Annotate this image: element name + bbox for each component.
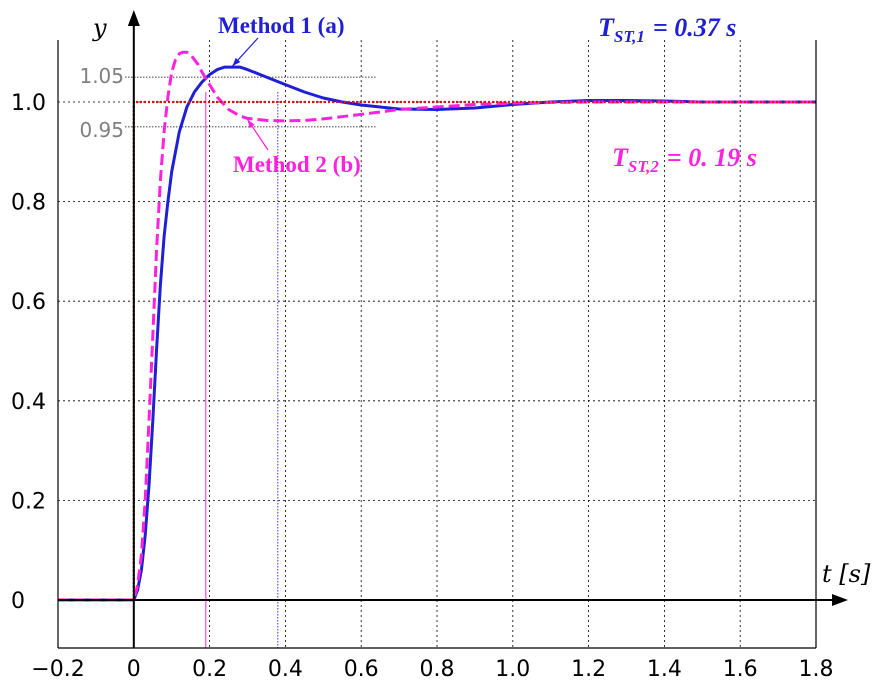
settling-markers [205,92,279,648]
y-tick-label: 0 [11,589,25,614]
x-tick-label: 0 [127,657,141,682]
method-2-annotation: Method 2 (b) [233,152,361,177]
y-axis-label: y [92,14,107,42]
settling-time-2-subscript: ST,2 [628,157,660,176]
annotation-arrow-head [232,57,241,67]
y-tick-label: 1.0 [11,91,46,116]
x-tick-label: 1.8 [799,657,834,682]
settling-time-1-symbol: T [598,13,615,42]
annotations: Method 1 (a) Method 2 (b) [218,13,361,177]
settling-time-2: TST,2 = 0. 19 s [612,143,757,176]
x-axis-label: t [s] [822,560,871,588]
axes [57,10,848,649]
x-tick-label: 1.0 [495,657,530,682]
x-tick-label: 0.4 [268,657,303,682]
settling-time-2-value: = 0. 19 s [667,143,757,172]
axis-labels: y t [s] [92,14,871,588]
x-tick-label: −0.2 [31,657,84,682]
settling-time-1: TST,1 = 0.37 s [598,13,736,46]
x-axis-arrow [832,594,848,606]
y-tick-label: 0.4 [11,390,46,415]
series-line-2 [58,50,816,602]
tick-labels: −0.2 0 0.2 0.4 0.6 0.8 1.0 1.2 1.4 1.6 1.8 0 0.2 0.4 0… [11,91,834,682]
settling-time-labels: TST,1 = 0.37 s TST,2 = 0. 19 s [598,13,757,176]
x-tick-label: 0.6 [344,657,379,682]
x-tick-label: 1.4 [647,657,682,682]
settling-time-2-symbol: T [612,143,629,172]
x-tick-label: 0.2 [192,657,227,682]
x-tick-label: 0.8 [420,657,455,682]
y-tick-label: 0.8 [11,191,46,216]
x-tick-label: 1.6 [723,657,758,682]
method-1-annotation: Method 1 (a) [218,13,344,38]
band-upper-label: 1.05 [79,64,124,88]
y-tick-label: 0.6 [11,290,46,315]
settling-time-1-value: = 0.37 s [653,13,736,42]
x-tick-label: 1.2 [571,657,606,682]
annotation-arrow-head [247,119,255,129]
settling-time-1-subscript: ST,1 [614,27,645,46]
y-tick-label: 0.2 [11,489,46,514]
y-axis-arrow [127,10,140,26]
band-lower-label: 0.95 [79,118,124,142]
tolerance-band: 1.05 0.95 [79,64,376,142]
